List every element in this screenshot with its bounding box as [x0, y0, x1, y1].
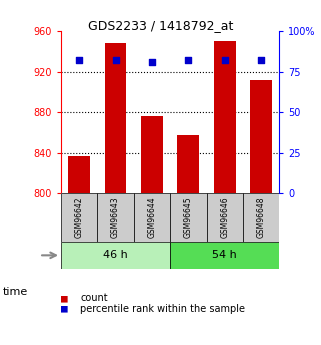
Bar	[61, 241, 170, 269]
Text: 54 h: 54 h	[212, 250, 237, 260]
Point	[149, 59, 154, 65]
Bar	[250, 80, 272, 193]
Point	[258, 57, 264, 63]
Point	[186, 57, 191, 63]
Text: GSM96648: GSM96648	[256, 197, 265, 238]
Bar	[141, 116, 163, 193]
Bar	[105, 43, 126, 193]
Bar	[214, 41, 236, 193]
Point	[113, 57, 118, 63]
Text: time: time	[3, 287, 29, 296]
Bar	[97, 193, 134, 242]
Bar	[68, 156, 90, 193]
Bar	[134, 193, 170, 242]
Text: GSM96643: GSM96643	[111, 196, 120, 238]
Bar	[170, 193, 206, 242]
Point	[77, 57, 82, 63]
Text: ■: ■	[61, 294, 68, 303]
Bar	[170, 241, 279, 269]
Text: GDS2233 / 1418792_at: GDS2233 / 1418792_at	[88, 19, 233, 32]
Text: GSM96644: GSM96644	[147, 196, 156, 238]
Text: count: count	[80, 294, 108, 303]
Bar	[243, 193, 279, 242]
Bar	[178, 135, 199, 193]
Bar	[206, 193, 243, 242]
Text: ■: ■	[61, 304, 68, 314]
Text: GSM96642: GSM96642	[75, 197, 84, 238]
Text: GSM96646: GSM96646	[220, 196, 229, 238]
Text: GSM96645: GSM96645	[184, 196, 193, 238]
Bar	[61, 193, 97, 242]
Text: percentile rank within the sample: percentile rank within the sample	[80, 304, 245, 314]
Text: 46 h: 46 h	[103, 250, 128, 260]
Point	[222, 57, 227, 63]
